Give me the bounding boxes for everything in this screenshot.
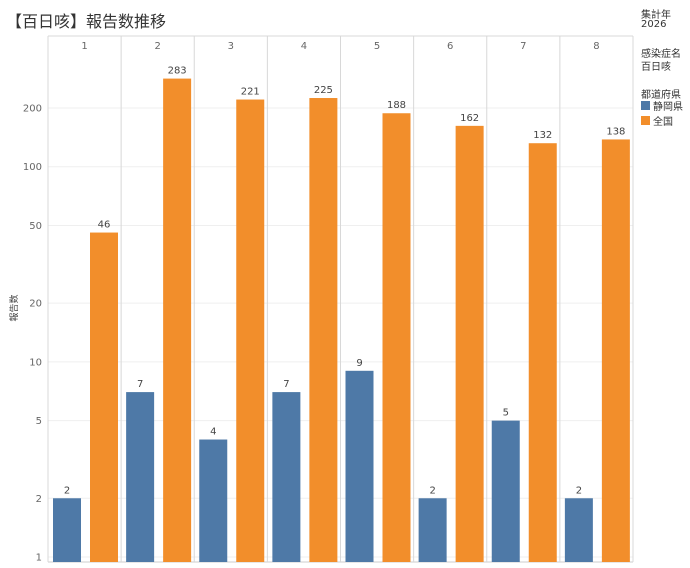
gridlines [47, 35, 634, 563]
bar-shizuoka [564, 498, 593, 562]
bar-shizuoka [199, 439, 228, 562]
legend-label-national: 全国 [653, 117, 673, 128]
data-label: 7 [137, 379, 143, 390]
bar-shizuoka [53, 498, 81, 562]
bar-shizuoka [126, 392, 155, 562]
column-header: 8 [593, 41, 599, 52]
data-label: 221 [241, 87, 260, 98]
y-axis-label: 報告数 [8, 294, 20, 321]
legend-label-shizuoka: 静岡県 [653, 102, 683, 113]
bar-shizuoka [272, 392, 301, 562]
column-header: 3 [228, 41, 234, 52]
data-label: 138 [606, 126, 625, 137]
y-tick-label: 10 [29, 357, 42, 368]
data-label: 2 [64, 485, 70, 496]
bar-national [528, 143, 557, 562]
year-label: 集計年 [641, 10, 671, 21]
bars [53, 78, 630, 563]
bar-national [90, 232, 118, 562]
bar-national [309, 98, 338, 562]
data-label: 7 [283, 379, 289, 390]
data-label: 283 [168, 66, 187, 77]
bar-shizuoka [491, 420, 520, 562]
y-tick-label: 100 [23, 162, 42, 173]
column-header: 2 [155, 41, 161, 52]
data-label: 9 [356, 358, 362, 369]
column-header: 6 [447, 41, 453, 52]
y-tick-label: 1 [36, 553, 42, 564]
disease-label: 感染症名 [641, 49, 681, 60]
y-tick-label: 50 [29, 221, 42, 232]
y-tick-label: 5 [36, 416, 42, 427]
disease-value[interactable]: 百日咳 [641, 62, 671, 73]
column-header: 5 [374, 41, 380, 52]
legend-swatch-national [641, 116, 650, 125]
bar-national [236, 99, 265, 562]
data-label: 225 [314, 85, 333, 96]
data-label: 46 [98, 220, 111, 231]
data-label: 162 [460, 113, 479, 124]
y-tick-label: 20 [29, 299, 42, 310]
column-header: 1 [81, 41, 87, 52]
bar-national [382, 113, 411, 562]
page-title: 【百日咳】報告数推移 [6, 12, 167, 31]
bar-national [455, 125, 484, 562]
legend-item-national[interactable]: 全国 [641, 113, 673, 128]
y-tick-label: 2 [36, 494, 42, 505]
data-labels: 2 46 7 283 4 221 7 225 9 188 2 162 5 132 2 138 [64, 66, 626, 497]
data-label: 2 [429, 485, 435, 496]
data-label: 5 [503, 408, 509, 419]
column-headers: 1 2 3 4 5 6 7 8 [81, 41, 599, 52]
bar-national [601, 139, 630, 562]
y-tick-label: 200 [23, 104, 42, 115]
column-header: 7 [520, 41, 526, 52]
year-value[interactable]: 2026 [641, 19, 667, 30]
data-label: 2 [576, 485, 582, 496]
legend-item-shizuoka[interactable]: 静岡県 [641, 98, 683, 113]
data-label: 132 [533, 130, 552, 141]
legend-title: 都道府県 [641, 90, 681, 101]
bar-shizuoka [418, 498, 447, 562]
legend-swatch-shizuoka [641, 101, 650, 110]
data-label: 188 [387, 100, 406, 111]
data-label: 4 [210, 427, 216, 438]
bar-national [163, 78, 192, 563]
y-axis: 1 2 5 10 20 50 100 200 [23, 104, 42, 564]
column-header: 4 [301, 41, 307, 52]
bar-shizuoka [345, 370, 374, 562]
